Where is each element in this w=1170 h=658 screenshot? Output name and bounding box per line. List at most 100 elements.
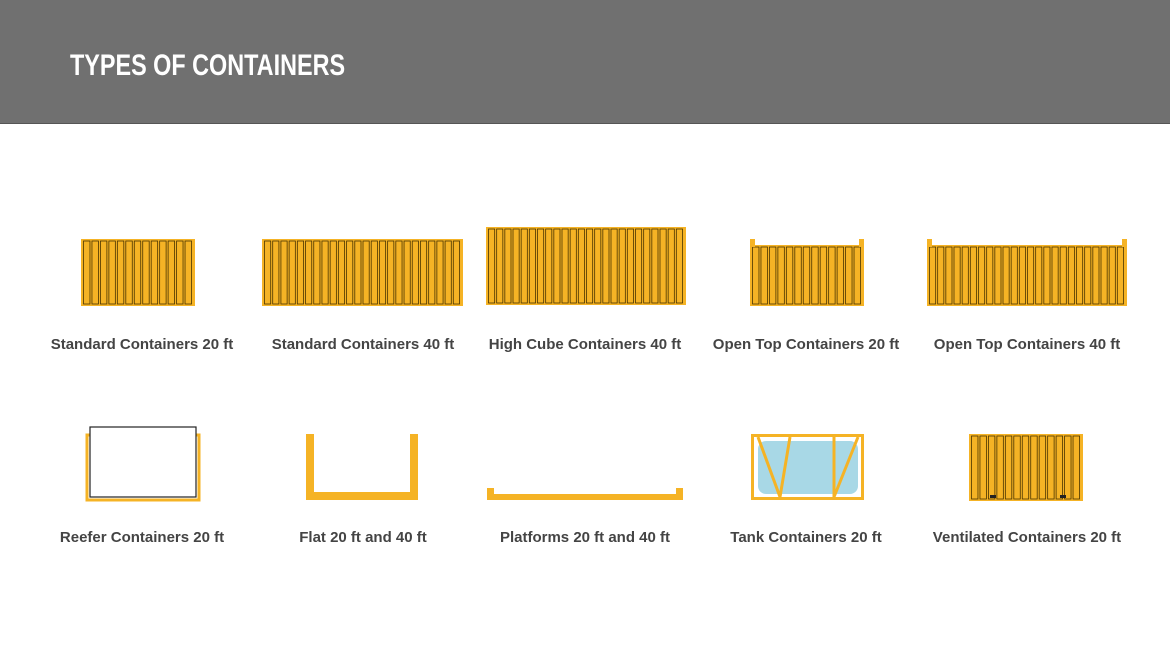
container-rib — [321, 240, 329, 305]
container-rib — [845, 246, 853, 305]
container-rib — [1055, 435, 1063, 500]
container-rib — [969, 246, 977, 305]
container-rib — [971, 435, 979, 500]
container-rib — [428, 240, 436, 305]
container-rib — [370, 240, 378, 305]
container-rib — [512, 228, 520, 304]
container-rib — [1064, 435, 1072, 500]
container-rib — [961, 246, 969, 305]
container-rib — [1035, 246, 1043, 305]
container-rib — [452, 240, 460, 305]
container-rib — [811, 246, 819, 305]
container-rib — [420, 240, 428, 305]
container-rib — [362, 240, 370, 305]
container-rib — [150, 240, 159, 305]
container-rib — [819, 246, 828, 305]
container-rib — [1047, 435, 1055, 500]
container-rib — [769, 246, 777, 305]
container-rib — [1076, 246, 1084, 305]
container-label: Tank Containers 20 ft — [730, 529, 881, 546]
corner-post — [927, 239, 932, 247]
container-rib — [1084, 246, 1092, 305]
container-rib — [436, 240, 444, 305]
container-rib — [802, 246, 811, 305]
container-rib — [602, 228, 610, 304]
container-rib — [1100, 246, 1108, 305]
container-rib — [142, 240, 150, 305]
corner-post — [859, 239, 864, 247]
tank-strut — [756, 436, 782, 498]
container-rib — [1051, 246, 1059, 305]
container-rib — [777, 246, 785, 305]
container-rib — [411, 240, 419, 305]
container-rib — [978, 246, 986, 305]
tank — [758, 441, 858, 494]
tank-frame — [751, 434, 864, 500]
container-rib — [337, 240, 345, 305]
container-rib — [496, 228, 504, 304]
container-rib — [280, 240, 288, 305]
container-label: Ventilated Containers 20 ft — [933, 529, 1121, 546]
container-rib — [994, 246, 1002, 305]
container-rib — [296, 240, 304, 305]
corner-post — [1122, 239, 1127, 247]
container-rib — [996, 435, 1004, 500]
container-rib — [569, 228, 577, 304]
container-rib — [305, 240, 313, 305]
container-label: High Cube Containers 40 ft — [489, 336, 682, 353]
container-rib — [1002, 246, 1010, 305]
container-rib — [545, 228, 553, 304]
container-rib — [1059, 246, 1067, 305]
container-rib — [1116, 246, 1124, 305]
container-rib — [1010, 246, 1018, 305]
container-rib — [329, 240, 337, 305]
container-label: Platforms 20 ft and 40 ft — [500, 529, 670, 546]
container-rib — [1027, 246, 1035, 305]
container-rib — [1013, 435, 1021, 500]
container-rib — [403, 240, 411, 305]
container-rib — [979, 435, 987, 500]
container-rib — [836, 246, 844, 305]
container-rib — [125, 240, 133, 305]
container-rib — [752, 246, 760, 305]
container-rib — [1038, 435, 1047, 500]
container-rib — [176, 240, 184, 305]
vent — [1060, 495, 1066, 498]
container-rib — [108, 240, 116, 305]
container-rib — [520, 228, 528, 304]
container-rib — [488, 228, 496, 304]
flat-rack — [306, 434, 418, 500]
container-rib — [444, 240, 452, 305]
container-rib — [395, 240, 403, 305]
container-label: Open Top Containers 20 ft — [713, 336, 899, 353]
container-rib — [116, 240, 125, 305]
container-rib — [1018, 246, 1026, 305]
container-rib — [1030, 435, 1038, 500]
corner-post — [750, 239, 755, 247]
container-rib — [1092, 246, 1100, 305]
header-band — [0, 0, 1170, 123]
container-rib — [988, 435, 996, 500]
container-rib — [659, 228, 667, 304]
container-label: Reefer Containers 20 ft — [60, 529, 224, 546]
container-rib — [272, 240, 280, 305]
container-rib — [986, 246, 994, 305]
container-rib — [379, 240, 387, 305]
reefer-box — [89, 426, 197, 498]
container-rib — [618, 228, 626, 304]
container-rib — [828, 246, 836, 305]
container-rib — [313, 240, 321, 305]
container-label: Flat 20 ft and 40 ft — [299, 529, 427, 546]
container-rib — [1108, 246, 1116, 305]
container-label: Standard Containers 40 ft — [272, 336, 455, 353]
container-rib — [346, 240, 354, 305]
container-rib — [794, 246, 802, 305]
container-rib — [610, 228, 618, 304]
container-rib — [577, 228, 585, 304]
container-rib — [561, 228, 569, 304]
container-rib — [1043, 246, 1051, 305]
container-rib — [760, 246, 768, 305]
vent — [990, 495, 996, 498]
container-rib — [937, 246, 945, 305]
container-label: Open Top Containers 40 ft — [934, 336, 1120, 353]
